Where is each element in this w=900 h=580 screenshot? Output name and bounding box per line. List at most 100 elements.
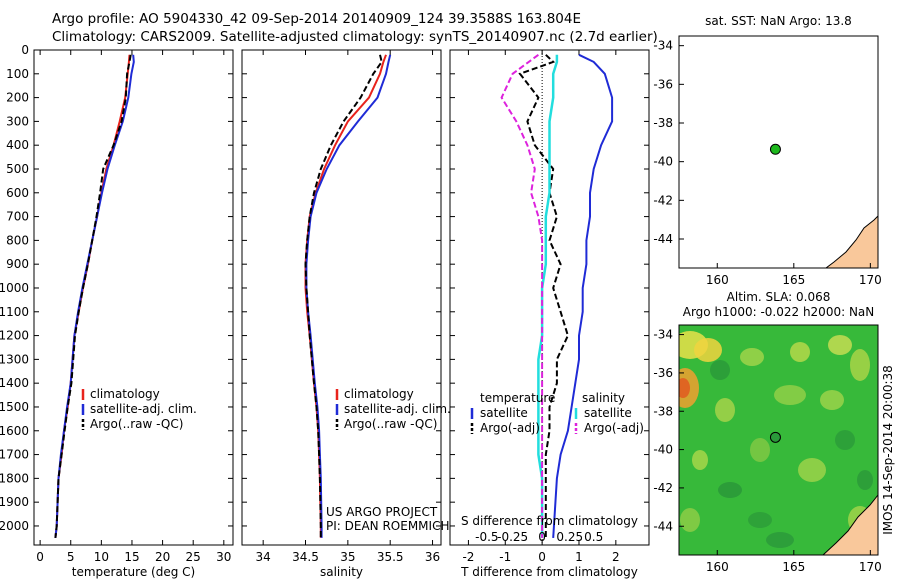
sla-patch <box>748 512 772 528</box>
y-tick-label: 0 <box>21 43 29 57</box>
legend-label: Argo(-adj) <box>584 421 644 435</box>
legend-label: Argo(..raw -QC) <box>344 417 437 431</box>
diff-series-3 <box>500 53 544 538</box>
legend-label: satellite-adj. clim. <box>344 402 451 416</box>
sla-patch <box>740 348 764 366</box>
x-tick-label: 34 <box>256 550 271 564</box>
legend-label: satellite-adj. clim. <box>90 402 197 416</box>
diff-series-2 <box>537 54 559 538</box>
x-tick-label: 160 <box>706 273 729 287</box>
y-tick-label: -40 <box>653 155 673 169</box>
temperature-profile: 0100200300400500600700800900100011001200… <box>0 43 234 579</box>
x-tick-label: 20 <box>155 550 170 564</box>
argo-location-marker <box>769 143 781 155</box>
annotation-project: US ARGO PROJECT <box>326 505 438 519</box>
sla-map: -34 -36 -38 -40 -42 -44 160 165 170 Altim. SLA: 0… <box>653 290 895 574</box>
top-x-axis-label: S difference from climatology <box>461 514 638 528</box>
sla-patch <box>679 378 690 398</box>
sla-patch <box>692 450 708 470</box>
x-tick-label: -2 <box>462 550 474 564</box>
top-x-tick-label: -0.5 <box>475 530 498 544</box>
y-tick-label: 1600 <box>0 424 29 438</box>
sla-patch <box>835 430 855 450</box>
y-tick-label: 1800 <box>0 471 29 485</box>
x-tick-label: 160 <box>706 560 729 574</box>
x-tick-label: 165 <box>782 273 805 287</box>
sla-patch <box>766 532 794 548</box>
legend-header-salinity: salinity <box>582 391 625 405</box>
x-tick-label: 15 <box>124 550 139 564</box>
x-tick-label: 35 <box>340 550 355 564</box>
y-tick-label: 1200 <box>0 329 29 343</box>
y-tick-label: 200 <box>6 91 29 105</box>
y-tick-label: -34 <box>653 39 673 53</box>
map-title: sat. SST: NaN Argo: 13.8 <box>705 14 852 28</box>
x-tick-label: 0 <box>36 550 44 564</box>
y-tick-label: -44 <box>653 519 673 533</box>
map-title: Altim. SLA: 0.068 <box>727 290 831 304</box>
sla-patch <box>710 360 730 380</box>
y-tick-label: -38 <box>653 116 673 130</box>
figure-title-line1: Argo profile: AO 5904330_42 09-Sep-2014 … <box>52 11 581 27</box>
sla-patch <box>828 335 852 355</box>
x-tick-label: 170 <box>859 273 882 287</box>
y-tick-label: 500 <box>6 162 29 176</box>
side-label: IMOS 14-Sep-2014 20:00:38 <box>881 365 895 535</box>
x-tick-label: 25 <box>186 550 201 564</box>
sla-patch <box>850 349 870 381</box>
x-tick-label: 30 <box>216 550 231 564</box>
y-tick-label: 1100 <box>0 305 29 319</box>
annotation-pi: PI: DEAN ROEMMICH <box>326 519 449 533</box>
x-tick-label: 2 <box>612 550 620 564</box>
salinity-profile: 34 34.5 35 35.5 36 salinity climatologysatelli… <box>241 49 451 579</box>
difference-profile: -2 -1 0 1 2T difference from climatology -0.5… <box>449 49 650 579</box>
y-tick-label: -36 <box>653 77 673 91</box>
figure-title-line2: Climatology: CARS2009. Satellite-adjuste… <box>52 29 658 45</box>
y-tick-label: 1400 <box>0 376 29 390</box>
legend-label: climatology <box>344 387 414 401</box>
legend-label: Argo(-adj) <box>480 421 540 435</box>
y-tick-label: -36 <box>653 366 673 380</box>
sla-patch <box>715 398 735 422</box>
sla-patch <box>820 390 844 410</box>
sla-patch <box>774 385 806 405</box>
argo-location-marker <box>769 431 781 443</box>
y-tick-label: 1700 <box>0 448 29 462</box>
map-frame <box>678 324 879 556</box>
y-tick-label: 1300 <box>0 352 29 366</box>
x-tick-label: 10 <box>94 550 109 564</box>
y-tick-label: -38 <box>653 404 673 418</box>
y-tick-label: 2000 <box>0 519 29 533</box>
y-tick-label: -34 <box>653 328 673 342</box>
legend-label: satellite <box>480 406 528 420</box>
series-line-2 <box>54 54 132 539</box>
top-x-tick-label: -0.25 <box>497 530 528 544</box>
x-tick-label: 36 <box>425 550 440 564</box>
land-mass <box>825 215 878 268</box>
sla-patch <box>694 338 722 362</box>
y-tick-label: 600 <box>6 186 29 200</box>
top-x-tick-label: 0 <box>538 530 546 544</box>
x-tick-label: 34.5 <box>292 550 319 564</box>
y-tick-label: 900 <box>6 257 29 271</box>
sst-map: -34 -36 -38 -40 -42 -44 160 165 170 sat. SST: NaN… <box>653 14 881 287</box>
x-axis-label: T difference from climatology <box>460 565 638 579</box>
series-line-2 <box>304 54 383 538</box>
sla-patch <box>750 438 770 462</box>
plot-frame <box>33 49 234 546</box>
legend-header-temperature: temperature <box>480 391 555 405</box>
x-tick-label: 0 <box>538 550 546 564</box>
x-axis-label: temperature (deg C) <box>72 565 195 579</box>
sla-patch <box>790 342 810 362</box>
legend-label: satellite <box>584 406 632 420</box>
map-frame <box>678 35 879 269</box>
y-tick-label: -42 <box>653 481 673 495</box>
legend-label: climatology <box>90 387 160 401</box>
top-x-tick-label: 0.5 <box>584 530 603 544</box>
y-tick-label: -44 <box>653 232 673 246</box>
y-tick-label: 1500 <box>0 400 29 414</box>
diff-series-0 <box>552 53 614 538</box>
sla-patch <box>857 470 873 490</box>
y-tick-label: 1900 <box>0 495 29 509</box>
